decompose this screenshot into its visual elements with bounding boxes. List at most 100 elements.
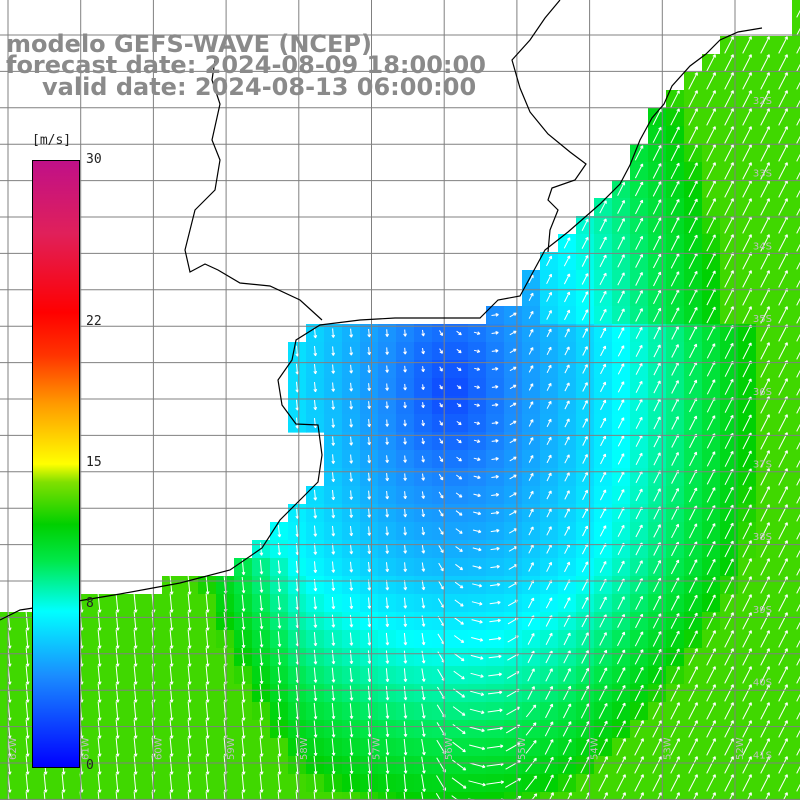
wind-arrow	[349, 632, 354, 646]
wind-arrow	[670, 595, 680, 611]
wind-arrow	[742, 162, 752, 180]
wind-speed-cell	[576, 792, 595, 800]
wind-arrow	[187, 737, 192, 757]
wind-arrow	[456, 367, 462, 371]
wind-arrow	[653, 326, 661, 340]
wind-arrow	[367, 347, 372, 356]
wind-arrow	[582, 435, 588, 446]
wind-arrow	[778, 126, 788, 144]
wind-arrow	[742, 144, 752, 162]
wind-arrow	[796, 441, 800, 450]
wind-speed-cell	[468, 792, 487, 800]
wind-arrow	[671, 451, 679, 466]
wind-arrow	[367, 703, 372, 719]
wind-arrow	[456, 385, 462, 389]
wind-arrow	[652, 738, 662, 756]
wind-arrow	[546, 382, 552, 391]
wind-arrow	[742, 738, 752, 756]
wind-arrow	[760, 126, 770, 144]
wind-speed-cell	[666, 792, 685, 800]
wind-arrow	[599, 489, 607, 501]
wind-arrow	[474, 385, 481, 389]
wind-arrow	[241, 755, 246, 775]
wind-arrow	[331, 507, 336, 519]
wind-arrow	[331, 346, 336, 356]
wind-speed-cell	[324, 792, 343, 800]
wind-arrow	[187, 755, 192, 775]
wind-speed-cell	[792, 18, 800, 37]
wind-arrow	[259, 648, 264, 666]
wind-arrow	[403, 401, 407, 409]
wind-arrow	[169, 701, 174, 721]
wind-arrow	[241, 576, 246, 594]
wind-arrow	[582, 489, 588, 501]
wind-arrow	[277, 702, 282, 721]
wind-arrow	[115, 773, 120, 793]
wind-arrow	[778, 630, 788, 648]
wind-arrow	[313, 400, 318, 411]
wind-arrow	[489, 582, 501, 587]
wind-arrow	[706, 720, 716, 738]
wind-arrow	[546, 454, 552, 464]
wind-arrow	[439, 420, 443, 426]
wind-arrow	[688, 630, 698, 648]
wind-arrow	[505, 778, 522, 788]
wind-arrow	[598, 756, 608, 774]
wind-arrow	[706, 684, 716, 702]
wind-arrow	[133, 719, 138, 739]
wind-arrow	[598, 774, 608, 792]
wind-arrow	[97, 593, 102, 613]
wind-arrow	[581, 291, 589, 303]
wind-arrow	[653, 452, 661, 466]
wind-arrow	[259, 666, 264, 685]
wind-arrow	[205, 683, 210, 703]
wind-arrow	[470, 654, 484, 660]
wind-arrow	[617, 596, 625, 610]
wind-arrow	[796, 333, 800, 342]
wind-arrow	[403, 526, 408, 536]
wind-arrow	[509, 384, 517, 390]
wind-arrow	[778, 558, 788, 576]
wind-arrow	[349, 720, 354, 738]
wind-arrow	[385, 508, 390, 518]
wind-arrow	[706, 108, 716, 126]
wind-arrow	[688, 684, 698, 702]
wind-arrow	[582, 327, 588, 338]
wind-speed-cell	[792, 630, 800, 649]
wind-arrow	[635, 416, 643, 429]
wind-speed-cell	[792, 270, 800, 289]
colorbar-tick-label: 22	[86, 313, 102, 329]
wind-arrow	[724, 72, 734, 90]
wind-arrow	[385, 738, 390, 756]
wind-arrow	[635, 362, 643, 375]
wind-arrow	[187, 719, 192, 739]
wind-arrow	[670, 307, 680, 323]
wind-arrow	[796, 387, 800, 396]
wind-arrow	[490, 528, 500, 533]
wind-arrow	[724, 378, 734, 395]
wind-arrow	[634, 163, 644, 179]
latitude-label: 38S	[753, 532, 772, 543]
wind-arrow	[688, 162, 698, 180]
wind-arrow	[259, 559, 264, 575]
wind-arrow	[528, 562, 534, 572]
wind-arrow	[598, 685, 608, 701]
wind-arrow	[546, 291, 552, 302]
latitude-label: 41S	[753, 750, 772, 761]
wind-arrow	[169, 791, 172, 800]
wind-arrow	[600, 327, 607, 339]
wind-arrow	[564, 418, 570, 428]
wind-arrow	[403, 437, 407, 445]
wind-arrow	[133, 737, 138, 757]
wind-arrow	[187, 665, 192, 685]
wind-speed-cell	[792, 414, 800, 433]
wind-arrow	[421, 703, 426, 719]
wind-arrow	[724, 720, 734, 738]
wind-arrow	[688, 198, 698, 216]
wind-arrow	[349, 382, 354, 392]
wind-speed-cell	[792, 234, 800, 253]
wind-arrow	[562, 703, 572, 719]
wind-speed-cell	[306, 792, 325, 800]
wind-arrow	[331, 596, 336, 610]
wind-arrow	[742, 756, 752, 774]
